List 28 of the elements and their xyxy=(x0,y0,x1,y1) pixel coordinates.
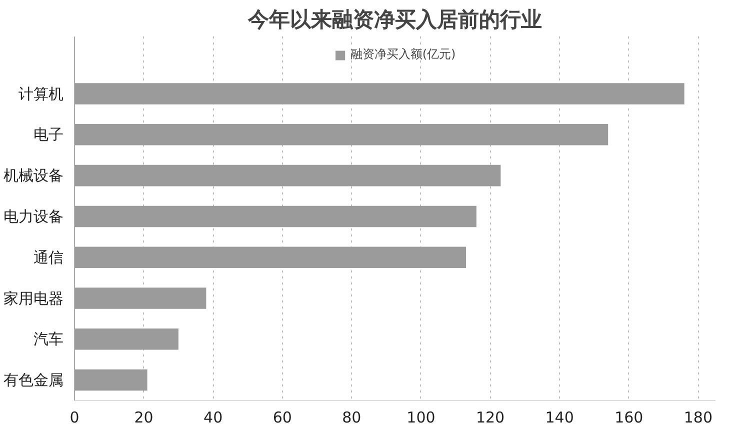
x-tick-label: 40 xyxy=(204,408,223,426)
y-tick-label: 电子 xyxy=(34,126,64,144)
bar xyxy=(74,83,684,104)
x-tick-label: 120 xyxy=(476,408,505,426)
y-tick-label: 有色金属 xyxy=(4,371,64,390)
bar xyxy=(74,246,466,268)
x-tick-label: 180 xyxy=(684,408,712,426)
x-tick-label: 60 xyxy=(272,408,292,426)
y-tick-label: 计算机 xyxy=(18,84,64,103)
bar xyxy=(74,288,206,309)
y-tick-label: 家用电器 xyxy=(4,289,64,308)
x-tick-label: 80 xyxy=(342,408,362,426)
bar xyxy=(74,369,148,391)
x-tick-label: 160 xyxy=(614,408,644,426)
bar xyxy=(74,206,476,228)
bar xyxy=(74,124,608,146)
x-tick-label: 20 xyxy=(134,408,154,426)
y-tick-label: 机械设备 xyxy=(4,166,64,185)
legend-label: 融资净买入额(亿元) xyxy=(350,46,456,63)
bar xyxy=(74,328,178,350)
y-tick-label: 通信 xyxy=(34,248,64,266)
x-tick-label: 0 xyxy=(70,408,80,426)
x-tick-label: 140 xyxy=(545,408,574,426)
y-tick-label: 电力设备 xyxy=(4,207,64,226)
bar xyxy=(74,164,501,186)
chart-title: 今年以来融资净买入居前的行业 xyxy=(247,8,542,32)
y-tick-label: 汽车 xyxy=(34,330,64,348)
x-tick-label: 100 xyxy=(406,408,436,426)
